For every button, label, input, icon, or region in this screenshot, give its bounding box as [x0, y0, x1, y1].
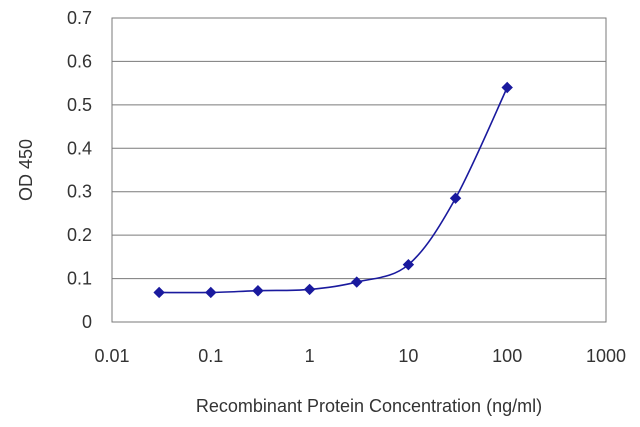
y-tick-label: 0 [82, 312, 92, 332]
data-point [205, 286, 217, 299]
x-axis-title: Recombinant Protein Concentration (ng/ml… [196, 396, 542, 416]
x-tick-label: 100 [492, 346, 522, 366]
x-tick-label: 0.01 [94, 346, 129, 366]
x-axis-ticks: 0.01 0.1 1 10 100 1000 [94, 346, 626, 366]
y-tick-label: 0.4 [67, 138, 92, 158]
y-tick-label: 0.7 [67, 8, 92, 28]
data-point [402, 258, 415, 271]
y-tick-label: 0.1 [67, 269, 92, 289]
y-tick-label: 0.2 [67, 225, 92, 245]
data-points [153, 81, 513, 299]
x-tick-label: 1000 [586, 346, 626, 366]
x-tick-label: 0.1 [198, 346, 223, 366]
series-line-layer [159, 87, 508, 294]
y-axis-ticks: 0 0.1 0.2 0.3 0.4 0.5 0.6 0.7 [67, 8, 92, 332]
y-tick-label: 0.3 [67, 182, 92, 202]
series-line [159, 87, 508, 294]
data-point [252, 285, 264, 297]
plot-area-frame [111, 17, 607, 323]
grid-lines [112, 17, 606, 280]
y-tick-label: 0.5 [67, 95, 92, 115]
data-point [303, 283, 316, 296]
y-tick-label: 0.6 [67, 51, 92, 71]
data-point [351, 276, 363, 288]
data-point [501, 81, 513, 94]
y-axis-title: OD 450 [16, 139, 36, 201]
x-tick-label: 10 [398, 346, 418, 366]
data-point [449, 192, 462, 204]
data-point [153, 286, 165, 299]
x-tick-label: 1 [305, 346, 315, 366]
